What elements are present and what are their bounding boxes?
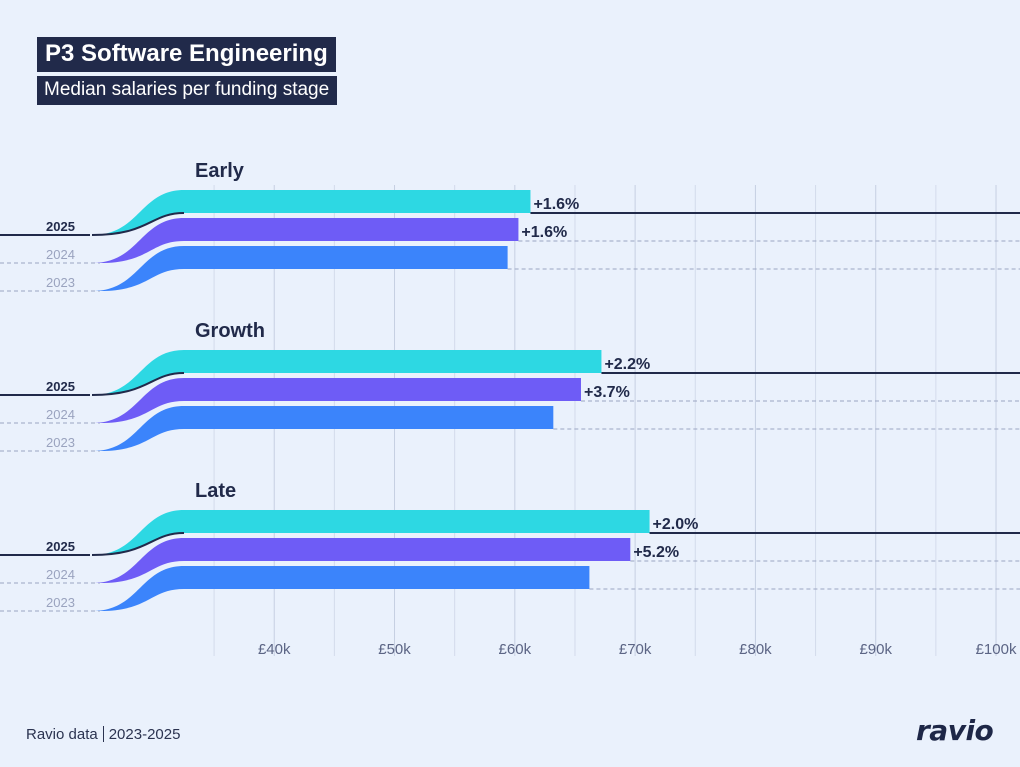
footer-source: Ravio data 2023-2025 (26, 726, 180, 743)
group-label: Early (195, 160, 245, 182)
year-label: 2024 (46, 247, 75, 262)
group-label: Growth (195, 320, 265, 342)
group-growth: Growth 2025 +2.2% 2024 +3.7% 2023 (0, 320, 1020, 452)
chart-title: P3 Software Engineering (37, 37, 336, 72)
group-label: Late (195, 480, 236, 502)
source-label: Ravio data (26, 726, 98, 743)
year-label: 2025 (46, 219, 75, 234)
x-tick-label: £90k (859, 641, 892, 658)
period-label: 2023-2025 (108, 726, 181, 743)
group-early: Early 2025 +1.6% 2024 +1.6% 2023 (0, 160, 1020, 292)
bar-2023 (92, 246, 508, 291)
year-label: 2023 (46, 595, 75, 610)
bar-groups: Early 2025 +1.6% 2024 +1.6% 2023 Growth 2025 +2.… (0, 160, 1020, 612)
bar-outline (91, 532, 185, 556)
bar-2025 (92, 510, 650, 555)
x-tick-label: £40k (258, 641, 291, 658)
change-label: +3.7% (584, 384, 630, 401)
bar-2025 (92, 190, 531, 235)
bar-outline (91, 372, 185, 396)
ravio-logo: ravio (916, 714, 994, 747)
bar-2023 (92, 566, 590, 611)
bar-2024 (92, 218, 519, 263)
year-label: 2025 (46, 539, 75, 554)
year-label: 2024 (46, 567, 75, 582)
change-label: +1.6% (521, 224, 567, 241)
bar-2024 (92, 538, 631, 583)
salary-chart: Early 2025 +1.6% 2024 +1.6% 2023 Growth 2025 +2.… (0, 160, 1020, 658)
year-label: 2023 (46, 435, 75, 450)
year-label: 2025 (46, 379, 75, 394)
x-tick-label: £80k (739, 641, 772, 658)
change-label: +5.2% (633, 544, 679, 561)
change-label: +2.2% (604, 356, 650, 373)
year-label: 2023 (46, 275, 75, 290)
x-tick-label: £50k (378, 641, 411, 658)
footer-separator (102, 726, 104, 742)
x-tick-label: £60k (499, 641, 532, 658)
bar-2025 (92, 350, 602, 395)
x-tick-label: £100k (976, 641, 1017, 658)
year-label: 2024 (46, 407, 75, 422)
bar-outline (91, 212, 185, 236)
change-label: +1.6% (533, 196, 579, 213)
x-axis-ticks: £40k £50k £60k £70k £80k £90k £100k (258, 641, 1017, 658)
chart-subtitle: Median salaries per funding stage (37, 76, 338, 105)
bar-2023 (92, 406, 554, 451)
x-tick-label: £70k (619, 641, 652, 658)
bar-2024 (92, 378, 581, 423)
group-late: Late 2025 +2.0% 2024 +5.2% 2023 (0, 480, 1020, 612)
change-label: +2.0% (653, 516, 699, 533)
